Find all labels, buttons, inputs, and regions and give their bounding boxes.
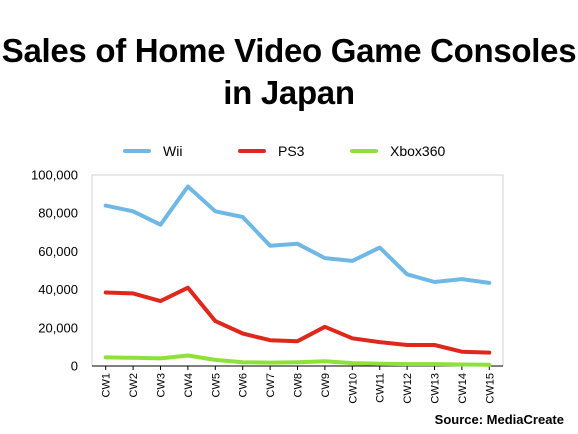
series-line-ps3 [103,285,492,355]
x-tick-label: CW2 [128,373,140,397]
legend-label-xbox360: Xbox360 [390,143,445,159]
source-note: Source: MediaCreate [434,412,564,427]
chart-title-line-2: in Japan [223,74,355,111]
legend-label-ps3: PS3 [278,143,305,159]
x-tick-label: CW3 [156,373,168,397]
x-tick-label: CW6 [238,373,250,397]
plot-frame [91,174,504,367]
x-tick-label: CW9 [320,373,332,397]
y-tick-label: 0 [71,359,78,374]
y-tick-label: 20,000 [38,320,78,335]
y-tick-label: 100,000 [31,168,78,183]
chart-title-line-1: Sales of Home Video Game Consoles [1,32,577,69]
legend-label-wii: Wii [163,143,182,159]
x-tick-label: CW15 [484,373,496,404]
x-tick-label: CW13 [430,373,442,404]
x-tick-label: CW1 [101,373,113,397]
x-tick-label: CW12 [402,373,414,404]
x-tick-label: CW7 [265,373,277,397]
series-line-wii [103,184,492,285]
series-line-xbox360 [103,353,492,367]
y-tick-label: 80,000 [38,206,78,221]
x-tick-label: CW10 [347,373,359,404]
x-tick-label: CW11 [375,373,387,403]
x-tick-label: CW8 [293,373,305,397]
x-tick-label: CW4 [183,373,195,397]
y-tick-label: 40,000 [38,282,78,297]
x-tick-label: CW5 [210,373,222,397]
y-tick-label: 60,000 [38,244,78,259]
chart-title: Sales of Home Video Game Consoles in Jap… [0,30,578,114]
x-tick-label: CW14 [457,373,469,404]
